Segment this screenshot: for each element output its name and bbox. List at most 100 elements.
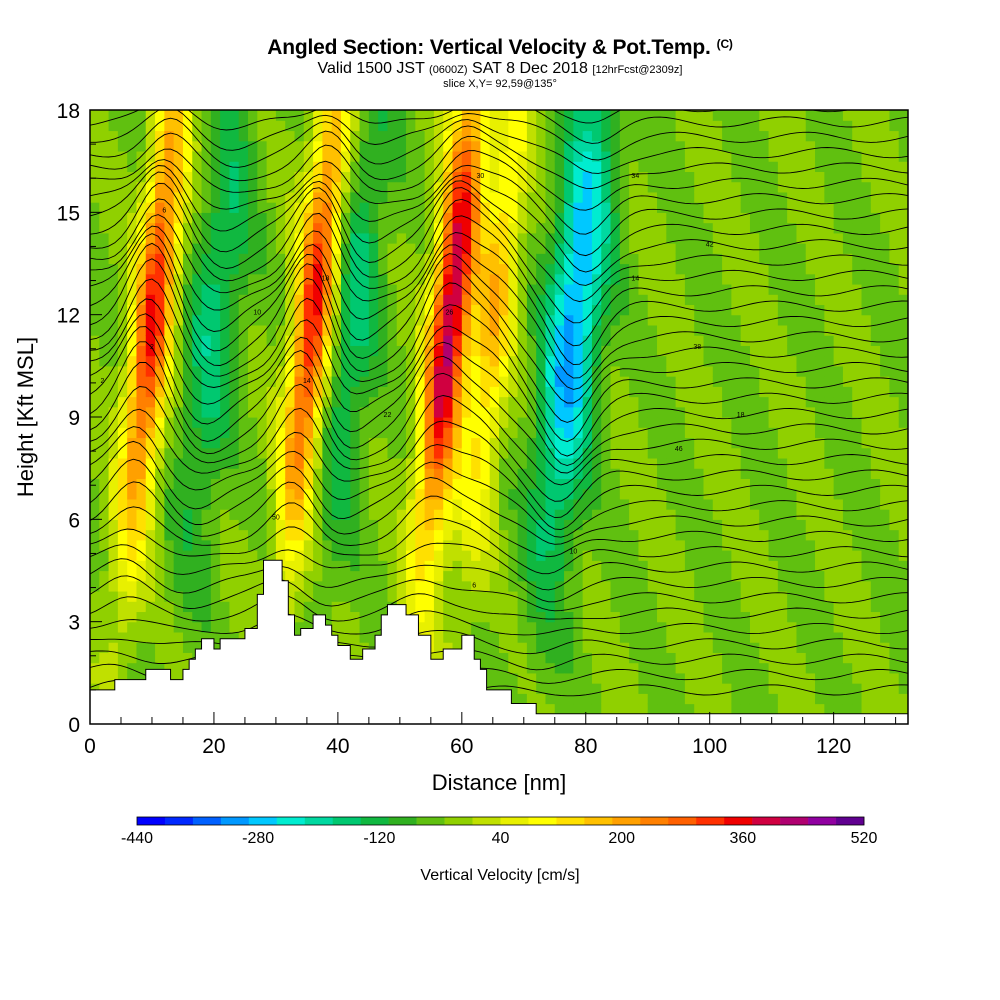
velocity-cell: [229, 580, 240, 592]
velocity-cell: [861, 621, 872, 633]
velocity-cell: [90, 611, 100, 623]
velocity-cell: [777, 437, 788, 449]
velocity-cell: [164, 498, 175, 510]
velocity-cell: [452, 498, 463, 510]
velocity-cell: [248, 181, 258, 193]
velocity-cell: [127, 550, 138, 561]
velocity-cell: [740, 212, 751, 224]
velocity-cell: [266, 212, 277, 224]
velocity-cell: [164, 263, 175, 275]
velocity-cell: [210, 335, 221, 346]
velocity-cell: [629, 478, 640, 490]
velocity-cell: [285, 222, 296, 234]
velocity-cell: [647, 324, 658, 336]
velocity-cell: [238, 376, 249, 387]
velocity-cell: [136, 386, 147, 398]
velocity-cell: [275, 488, 286, 500]
velocity-cell: [582, 273, 593, 285]
velocity-cell: [164, 273, 175, 285]
velocity-cell: [238, 580, 249, 592]
velocity-cell: [619, 355, 630, 367]
velocity-cell: [517, 427, 528, 439]
velocity-cell: [833, 130, 844, 142]
velocity-cell: [480, 324, 491, 336]
velocity-cell: [619, 376, 630, 387]
velocity-cell: [722, 150, 732, 162]
velocity-cell: [684, 703, 695, 715]
velocity-cell: [396, 304, 407, 316]
velocity-cell: [443, 355, 454, 367]
velocity-cell: [601, 631, 612, 643]
velocity-cell: [694, 171, 705, 183]
velocity-cell: [508, 468, 519, 479]
velocity-cell: [322, 406, 333, 418]
velocity-cell: [675, 396, 686, 408]
velocity-cell: [452, 253, 463, 265]
velocity-cell: [703, 488, 714, 500]
velocity-cell: [201, 263, 212, 275]
velocity-cell: [433, 110, 444, 121]
velocity-cell: [768, 161, 779, 172]
velocity-cell: [545, 222, 556, 234]
velocity-cell: [99, 672, 110, 684]
velocity-cell: [322, 324, 333, 336]
velocity-cell: [90, 345, 100, 357]
velocity-cell: [499, 417, 509, 428]
velocity-cell: [406, 550, 416, 561]
velocity-cell: [805, 672, 816, 684]
velocity-cell: [703, 130, 714, 142]
velocity-cell: [731, 478, 742, 490]
velocity-cell: [406, 150, 416, 162]
velocity-cell: [294, 529, 305, 541]
velocity-cell: [285, 529, 296, 541]
velocity-cell: [610, 191, 621, 203]
velocity-cell: [796, 468, 807, 479]
velocity-cell: [564, 212, 574, 224]
velocity-cell: [722, 417, 732, 428]
velocity-cell: [852, 580, 863, 592]
velocity-cell: [359, 130, 370, 142]
velocity-cell: [675, 314, 686, 326]
velocity-cell: [731, 202, 742, 213]
velocity-cell: [99, 488, 110, 500]
velocity-cell: [90, 283, 100, 295]
velocity-cell: [489, 304, 500, 316]
velocity-cell: [852, 488, 863, 500]
velocity-cell: [787, 243, 798, 254]
velocity-cell: [638, 396, 649, 408]
velocity-cell: [629, 365, 640, 377]
velocity-cell: [842, 232, 853, 244]
velocity-cell: [703, 335, 714, 346]
velocity-cell: [182, 498, 193, 510]
velocity-cell: [740, 498, 751, 510]
velocity-cell: [805, 621, 816, 633]
velocity-cell: [480, 457, 491, 469]
velocity-cell: [424, 539, 435, 551]
velocity-cell: [322, 488, 333, 500]
velocity-cell: [759, 611, 770, 623]
velocity-cell: [749, 222, 760, 234]
velocity-cell: [378, 376, 389, 387]
velocity-cell: [619, 570, 630, 582]
velocity-cell: [182, 232, 193, 244]
velocity-cell: [433, 560, 444, 572]
velocity-cell: [443, 498, 454, 510]
velocity-cell: [722, 376, 732, 387]
velocity-cell: [164, 110, 175, 121]
velocity-cell: [145, 611, 156, 623]
velocity-cell: [787, 539, 798, 551]
velocity-cell: [229, 560, 240, 572]
velocity-cell: [852, 468, 863, 479]
velocity-cell: [796, 263, 807, 275]
velocity-cell: [861, 652, 872, 664]
velocity-cell: [155, 519, 165, 531]
velocity-cell: [406, 396, 416, 408]
velocity-cell: [526, 529, 537, 541]
velocity-cell: [805, 652, 816, 664]
velocity-cell: [192, 478, 203, 490]
velocity-cell: [406, 232, 416, 244]
velocity-cell: [368, 570, 379, 582]
velocity-cell: [266, 457, 277, 469]
velocity-cell: [526, 468, 537, 479]
velocity-cell: [526, 345, 537, 357]
